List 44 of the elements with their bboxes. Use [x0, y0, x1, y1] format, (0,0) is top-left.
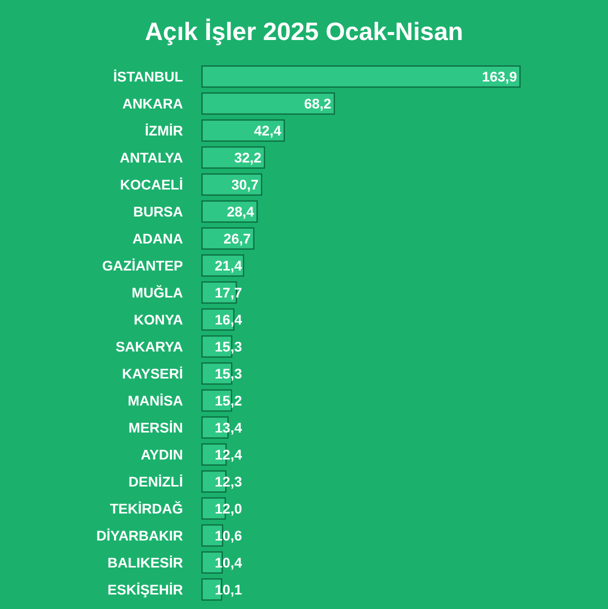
data-label: 68,2 — [304, 96, 332, 112]
data-label: 163,9 — [482, 68, 518, 85]
bar — [201, 119, 285, 142]
y-tick-label: DENİZLİ — [128, 473, 183, 490]
y-tick-label: ANKARA — [122, 95, 183, 112]
data-label: 17,7 — [214, 284, 242, 301]
y-tick-label: TEKİRDAĞ — [110, 500, 184, 516]
y-tick-label: KAYSERİ — [122, 365, 183, 382]
data-label: 30,7 — [231, 176, 259, 193]
y-tick-label: ESKİŞEHİR — [108, 581, 183, 598]
data-label: 15,3 — [214, 366, 242, 382]
data-label: 12,0 — [214, 500, 242, 517]
y-tick-label: AYDIN — [140, 446, 183, 462]
y-tick-label: SAKARYA — [116, 338, 183, 354]
y-tick-label: İSTANBUL — [113, 68, 184, 84]
y-tick-label: İZMİR — [144, 122, 183, 138]
data-label: 10,1 — [214, 582, 242, 598]
data-label: 12,4 — [214, 446, 242, 463]
y-tick-label: KOCAELİ — [120, 176, 183, 192]
bar — [201, 65, 521, 88]
y-tick-label: BURSA — [133, 203, 183, 220]
data-label: 21,4 — [214, 258, 242, 274]
y-tick-label: MANİSA — [128, 392, 183, 408]
data-label: 15,3 — [214, 338, 242, 355]
data-label: 12,3 — [214, 474, 242, 490]
y-tick-label: ANTALYA — [120, 149, 183, 166]
data-label: 15,2 — [214, 392, 242, 409]
bar — [201, 92, 335, 115]
data-label: 32,2 — [234, 150, 262, 166]
data-label: 26,7 — [224, 230, 252, 247]
y-tick-label: DİYARBAKIR — [96, 527, 183, 544]
data-label: 16,4 — [214, 312, 242, 328]
y-tick-label: GAZİANTEP — [102, 257, 183, 274]
y-tick-label: BALIKESİR — [108, 554, 183, 570]
y-tick-label: MERSİN — [128, 419, 183, 436]
data-label: 28,4 — [226, 204, 254, 220]
y-tick-label: MUĞLA — [132, 284, 183, 300]
data-label: 10,6 — [214, 528, 242, 544]
chart-title: Açık İşler 2025 Ocak-Nisan — [144, 18, 464, 46]
y-tick-label: ADANA — [132, 230, 183, 246]
y-tick-label: KONYA — [134, 311, 183, 328]
data-label: 42,4 — [254, 122, 282, 139]
data-label: 13,4 — [214, 420, 242, 436]
data-label: 10,4 — [214, 554, 242, 571]
